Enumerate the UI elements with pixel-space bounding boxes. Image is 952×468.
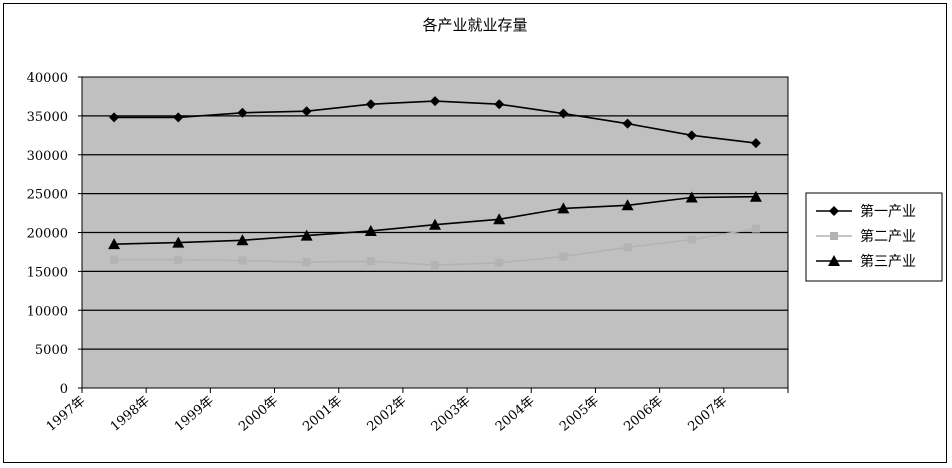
y-tick-label: 15000	[27, 265, 68, 280]
data-point	[494, 99, 505, 110]
data-point	[236, 234, 249, 246]
data-point	[430, 96, 440, 107]
x-tick-label: 2001年	[300, 394, 345, 435]
y-tick-label: 40000	[27, 71, 68, 86]
y-tick-label: 20000	[27, 227, 68, 242]
data-point	[109, 112, 120, 123]
data-point	[749, 190, 762, 202]
y-tick-label: 10000	[27, 304, 68, 319]
x-tick-label: 2006年	[621, 394, 666, 435]
data-point	[621, 199, 634, 211]
x-tick-label: 2004年	[493, 394, 538, 435]
x-tick-label: 1999年	[172, 394, 217, 435]
legend-label: 第二产业	[860, 228, 916, 245]
y-tick-label: 0	[60, 382, 68, 397]
data-point	[622, 118, 633, 129]
y-tick-label: 30000	[27, 149, 68, 164]
y-tick-label: 25000	[27, 188, 68, 203]
data-point	[237, 107, 248, 118]
data-point	[110, 255, 119, 264]
data-point	[429, 218, 441, 230]
data-point	[751, 224, 760, 233]
data-point	[366, 257, 375, 266]
legend-box	[805, 192, 943, 282]
data-point	[558, 108, 569, 119]
data-point	[623, 243, 632, 252]
data-point	[687, 235, 696, 244]
data-point	[108, 238, 121, 250]
x-tick-label: 1998年	[108, 394, 153, 435]
data-point	[300, 229, 313, 241]
x-tick-label: 2003年	[429, 394, 474, 435]
data-point	[301, 106, 312, 117]
data-point	[172, 236, 185, 248]
y-tick-label: 5000	[35, 343, 68, 358]
data-point	[685, 191, 698, 203]
x-tick-label: 2007年	[685, 394, 730, 435]
data-point	[302, 258, 311, 267]
legend-label: 第一产业	[860, 203, 916, 220]
data-point	[750, 138, 761, 149]
x-tick-label: 2005年	[557, 394, 602, 435]
x-tick-label: 2002年	[365, 394, 410, 435]
data-point	[495, 258, 504, 267]
x-tick-label: 2000年	[236, 394, 281, 435]
legend-label: 第三产业	[860, 253, 916, 270]
legend-marker	[830, 232, 838, 240]
data-point	[686, 130, 697, 141]
data-point	[431, 261, 439, 270]
data-point	[557, 202, 570, 214]
data-point	[365, 99, 376, 110]
chart-title: 各产业就业存量	[422, 16, 527, 34]
legend-marker	[829, 206, 839, 216]
data-point	[493, 213, 506, 225]
data-point	[364, 224, 377, 236]
data-point	[238, 256, 247, 265]
x-tick-label: 1997年	[44, 394, 89, 435]
y-tick-label: 35000	[27, 110, 68, 125]
data-point	[174, 255, 183, 264]
data-point	[559, 252, 568, 261]
data-point	[173, 112, 184, 123]
legend-marker	[828, 255, 840, 266]
